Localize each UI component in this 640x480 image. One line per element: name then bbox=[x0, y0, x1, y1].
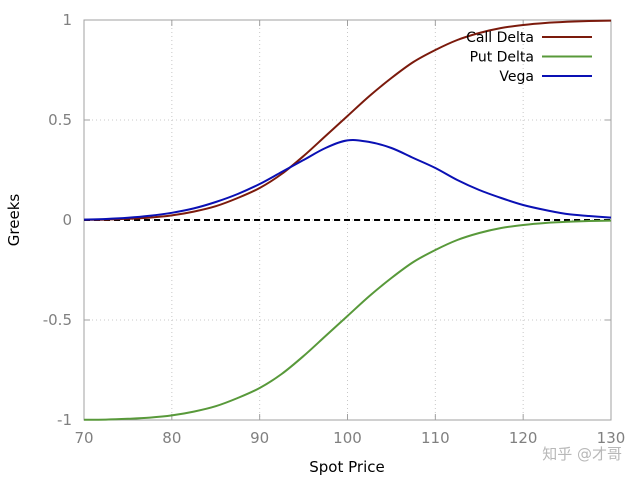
plot-area bbox=[83, 19, 612, 421]
y-tick-label: -0.5 bbox=[43, 311, 72, 329]
x-tick-label: 70 bbox=[74, 429, 93, 447]
y-tick-label: 1 bbox=[62, 11, 72, 29]
watermark: 知乎 @才哥 bbox=[542, 445, 622, 463]
x-axis-label: Spot Price bbox=[309, 458, 384, 476]
legend-label-put-delta: Put Delta bbox=[470, 50, 534, 66]
x-tick-label: 80 bbox=[162, 429, 181, 447]
vega-line bbox=[83, 139, 612, 221]
x-tick-label: 130 bbox=[597, 429, 626, 447]
legend-label-vega: Vega bbox=[499, 69, 534, 85]
call-delta-line bbox=[83, 19, 612, 221]
x-tick-label: 120 bbox=[509, 429, 538, 447]
y-tick-label: 0 bbox=[62, 211, 72, 229]
y-tick-label: -1 bbox=[57, 411, 72, 429]
legend: Call Delta Put Delta Vega bbox=[466, 30, 592, 85]
y-axis-label: Greeks bbox=[5, 194, 23, 247]
axes: 70 80 90 100 110 120 130 -1 -0.5 0 0.5 1 bbox=[43, 11, 626, 447]
legend-label-call-delta: Call Delta bbox=[466, 30, 534, 46]
x-tick-label: 90 bbox=[250, 429, 269, 447]
put-delta-line bbox=[83, 219, 612, 421]
x-tick-label: 110 bbox=[421, 429, 450, 447]
y-tick-label: 0.5 bbox=[48, 111, 72, 129]
x-tick-label: 100 bbox=[333, 429, 362, 447]
